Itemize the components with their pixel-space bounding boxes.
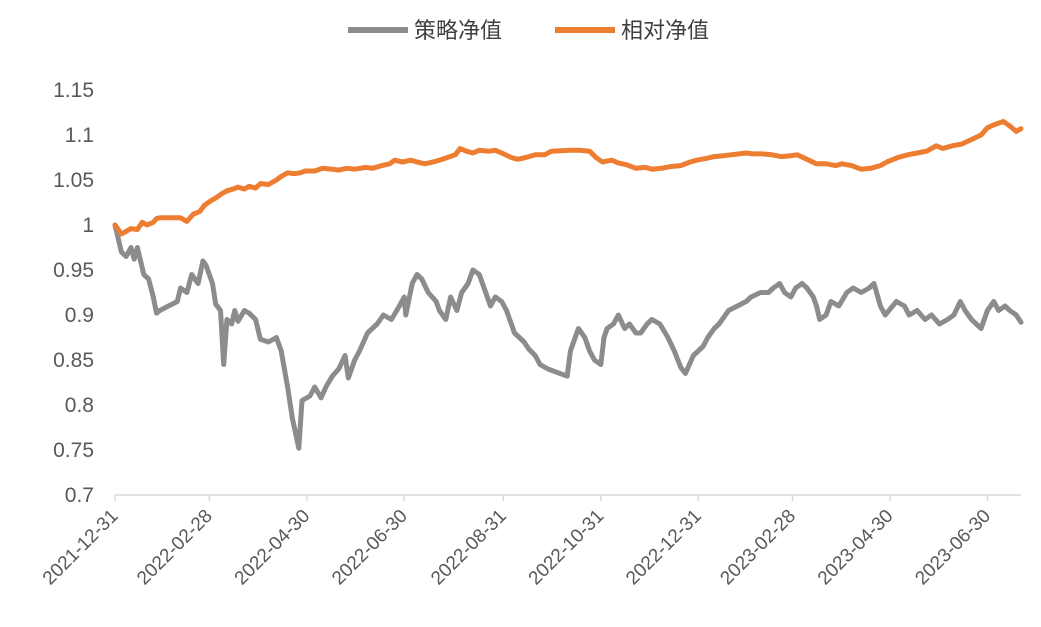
y-tick-label: 1.15 [53, 79, 94, 102]
series-layer [112, 119, 1024, 451]
x-tick-label: 2022-12-31 [622, 506, 706, 590]
x-tick-label: 2021-12-31 [39, 506, 123, 590]
legend: 策略净值 相对净值 [348, 19, 709, 44]
series-line-0 [112, 222, 1024, 451]
x-tick-label: 2022-08-31 [427, 506, 511, 590]
y-tick-label: 0.75 [53, 439, 94, 462]
y-tick-label: 0.9 [65, 304, 94, 327]
legend-label-relative-nav: 相对净值 [621, 19, 709, 44]
x-axis: 2021-12-31 2022-02-28 2022-04-30 2022-06-30… [39, 494, 1021, 590]
y-axis-tick-labels: 1.15 1.1 1.05 1 0.95 0.9 0.85 0.8 0.75 0.7 [53, 79, 94, 507]
x-tick-label: 2023-02-28 [716, 506, 800, 590]
y-tick-label: 0.85 [53, 349, 94, 372]
y-tick-label: 0.95 [53, 259, 94, 282]
x-tick-label: 2023-04-30 [814, 506, 898, 590]
legend-item-strategy-nav: 策略净值 [348, 19, 502, 44]
legend-item-relative-nav: 相对净值 [555, 19, 709, 44]
series-line-1 [112, 119, 1024, 237]
x-tick-label: 2022-02-28 [133, 506, 217, 590]
x-tick-label: 2022-06-30 [328, 506, 412, 590]
x-tick-label: 2022-04-30 [231, 506, 315, 590]
x-tick-label: 2022-10-31 [525, 506, 609, 590]
y-tick-label: 0.7 [65, 484, 94, 507]
x-tick-label: 2023-06-30 [911, 506, 995, 590]
legend-label-strategy-nav: 策略净值 [414, 19, 502, 44]
y-tick-label: 0.8 [65, 394, 94, 417]
y-tick-label: 1.05 [53, 169, 94, 192]
y-tick-label: 1.1 [65, 124, 94, 147]
y-tick-label: 1 [82, 214, 94, 237]
